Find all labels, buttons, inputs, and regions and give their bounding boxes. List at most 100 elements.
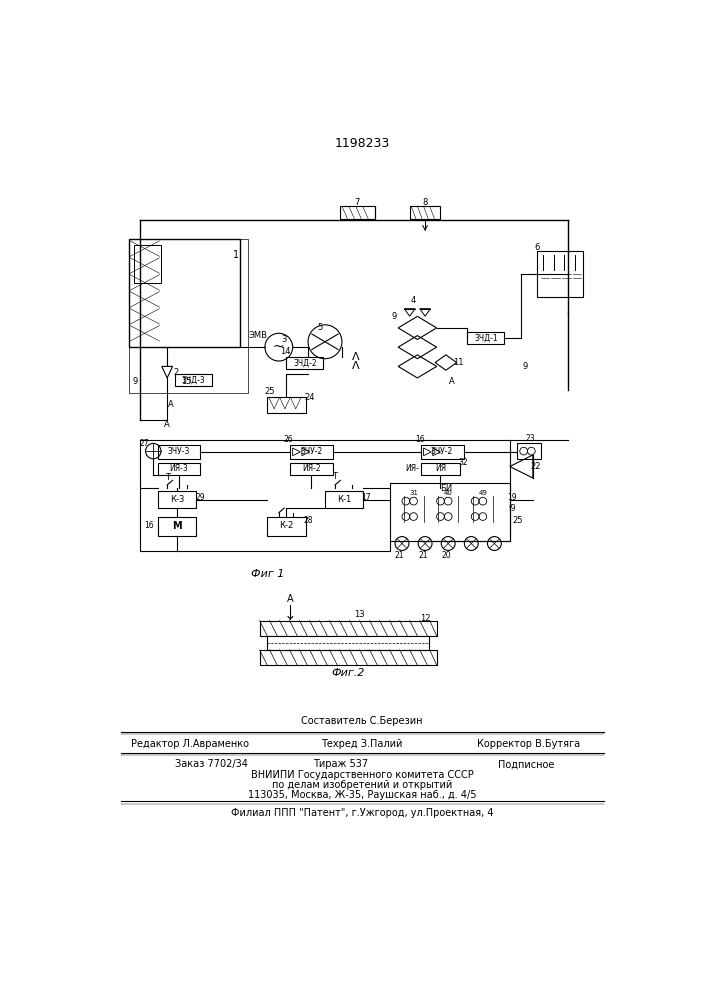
Text: 20: 20 bbox=[441, 551, 450, 560]
Text: А: А bbox=[164, 420, 170, 429]
Text: А: А bbox=[449, 377, 455, 386]
Bar bbox=[291, 445, 333, 459]
Text: 25: 25 bbox=[264, 387, 275, 396]
Bar bbox=[134, 245, 161, 283]
Bar bbox=[158, 491, 197, 508]
Text: 27: 27 bbox=[139, 439, 149, 448]
Text: 29: 29 bbox=[195, 493, 205, 502]
Text: ИЯ-2: ИЯ-2 bbox=[302, 464, 320, 473]
Bar bbox=[267, 397, 305, 413]
Bar bbox=[390, 483, 510, 541]
Text: 113035, Москва, Ж-35, Раушская наб., д. 4/5: 113035, Москва, Ж-35, Раушская наб., д. … bbox=[247, 790, 477, 800]
Text: 14: 14 bbox=[280, 347, 290, 356]
Bar bbox=[537, 251, 583, 297]
Text: 9: 9 bbox=[132, 377, 137, 386]
Text: ЭМВ: ЭМВ bbox=[248, 331, 267, 340]
Text: Фиг 1: Фиг 1 bbox=[250, 569, 284, 579]
Text: ВНИИПИ Государственного комитета СССР: ВНИИПИ Государственного комитета СССР bbox=[250, 770, 473, 780]
Text: 4: 4 bbox=[411, 296, 416, 305]
Bar bbox=[340, 206, 375, 219]
Text: Фиг.2: Фиг.2 bbox=[332, 668, 365, 678]
Text: БИ: БИ bbox=[440, 484, 452, 493]
Text: Техред З.Палий: Техред З.Палий bbox=[321, 739, 403, 749]
Text: ИЯ: ИЯ bbox=[435, 464, 446, 473]
Bar bbox=[259, 620, 437, 636]
Text: ЗЧУ-2: ЗЧУ-2 bbox=[300, 447, 322, 456]
Bar bbox=[421, 445, 464, 459]
Text: f9: f9 bbox=[508, 504, 516, 513]
Bar bbox=[421, 463, 460, 475]
Text: 2: 2 bbox=[174, 368, 179, 377]
Text: ЗЧУ-3: ЗЧУ-3 bbox=[168, 447, 190, 456]
Bar bbox=[518, 443, 541, 459]
Text: 19: 19 bbox=[508, 493, 517, 502]
Text: ЗЧУ-2: ЗЧУ-2 bbox=[431, 447, 453, 456]
Text: Подписное: Подписное bbox=[498, 759, 554, 769]
Bar bbox=[267, 636, 429, 650]
Text: Составитель С.Березин: Составитель С.Березин bbox=[301, 716, 423, 726]
Text: 12: 12 bbox=[420, 614, 431, 623]
Text: 28: 28 bbox=[303, 516, 312, 525]
Text: 49: 49 bbox=[479, 490, 487, 496]
Text: 17: 17 bbox=[361, 493, 370, 502]
Text: 24: 24 bbox=[304, 393, 315, 402]
Bar bbox=[129, 239, 248, 393]
Text: 13: 13 bbox=[354, 610, 365, 619]
Text: 5: 5 bbox=[317, 323, 322, 332]
Text: 1198233: 1198233 bbox=[334, 137, 390, 150]
Text: Заказ 7702/34: Заказ 7702/34 bbox=[175, 759, 247, 769]
Text: Т: Т bbox=[165, 473, 170, 482]
Bar bbox=[158, 463, 200, 475]
Bar bbox=[467, 332, 504, 344]
Bar bbox=[158, 445, 200, 459]
Bar bbox=[267, 517, 305, 536]
Text: К-2: К-2 bbox=[279, 521, 293, 530]
Bar bbox=[259, 650, 437, 665]
Text: 32: 32 bbox=[459, 458, 469, 467]
Text: 6: 6 bbox=[534, 243, 539, 252]
Text: 21: 21 bbox=[418, 551, 428, 560]
Text: К-1: К-1 bbox=[337, 495, 351, 504]
Text: ИЯ-3: ИЯ-3 bbox=[169, 464, 188, 473]
Bar bbox=[175, 374, 212, 386]
Text: 25: 25 bbox=[513, 516, 522, 525]
Text: Λ: Λ bbox=[352, 352, 360, 362]
Text: Т: Т bbox=[332, 472, 337, 481]
Text: ИЯ-: ИЯ- bbox=[405, 464, 419, 473]
Text: 23: 23 bbox=[526, 434, 535, 443]
Text: 40: 40 bbox=[444, 490, 452, 496]
Text: А: А bbox=[287, 594, 293, 604]
Bar bbox=[129, 239, 240, 347]
Text: 1: 1 bbox=[233, 250, 240, 260]
Text: ЗЧД-2: ЗЧД-2 bbox=[293, 359, 317, 368]
Bar bbox=[325, 491, 363, 508]
Text: Филиал ППП "Патент", г.Ужгород, ул.Проектная, 4: Филиал ППП "Патент", г.Ужгород, ул.Проек… bbox=[230, 808, 493, 818]
Text: Тираж 537: Тираж 537 bbox=[313, 759, 368, 769]
Text: 9: 9 bbox=[392, 312, 397, 321]
Text: 16: 16 bbox=[415, 435, 424, 444]
Text: 26: 26 bbox=[284, 435, 293, 444]
Bar bbox=[409, 206, 440, 219]
Text: ЗЧД-1: ЗЧД-1 bbox=[474, 333, 498, 342]
Text: 22: 22 bbox=[530, 462, 540, 471]
Bar bbox=[291, 463, 333, 475]
Text: Корректор В.Бутяга: Корректор В.Бутяга bbox=[477, 739, 580, 749]
Text: 8: 8 bbox=[422, 198, 428, 207]
Text: 21: 21 bbox=[395, 551, 404, 560]
Text: Λ: Λ bbox=[352, 361, 360, 371]
Bar bbox=[286, 357, 324, 369]
Text: 3: 3 bbox=[281, 335, 287, 344]
Text: 7: 7 bbox=[355, 198, 360, 207]
Bar bbox=[158, 517, 197, 536]
Text: Редактор Л.Авраменко: Редактор Л.Авраменко bbox=[132, 739, 250, 749]
Text: 15: 15 bbox=[181, 377, 192, 386]
Text: 9: 9 bbox=[522, 362, 528, 371]
Text: 16: 16 bbox=[144, 521, 153, 530]
Text: ЗЧД-3: ЗЧД-3 bbox=[182, 376, 205, 385]
Text: ~: ~ bbox=[273, 340, 285, 354]
Text: А: А bbox=[168, 400, 174, 409]
Text: К-3: К-3 bbox=[170, 495, 185, 504]
Text: 31: 31 bbox=[409, 490, 418, 496]
Text: 11: 11 bbox=[453, 358, 464, 367]
Text: по делам изобретений и открытий: по делам изобретений и открытий bbox=[271, 780, 452, 790]
